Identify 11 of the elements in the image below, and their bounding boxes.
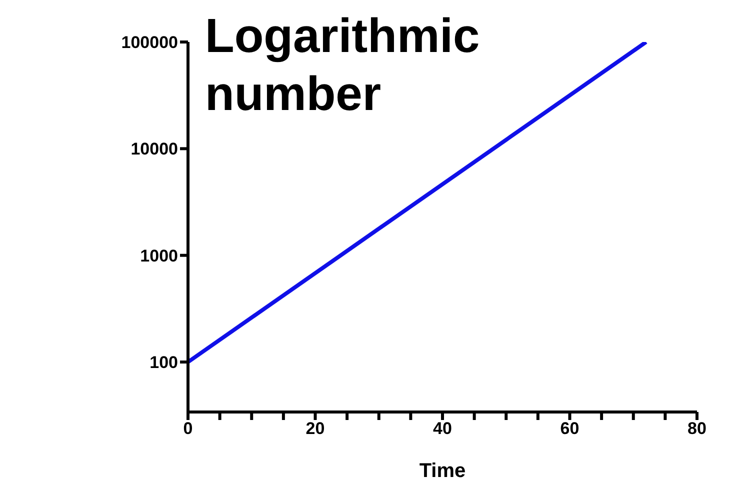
- x-tick-label: 20: [306, 419, 325, 438]
- x-tick-label: 60: [560, 419, 580, 438]
- chart-title: Logarithmic number: [205, 9, 481, 123]
- x-tick-label: 80: [688, 419, 706, 438]
- y-tick-label: 100: [150, 353, 178, 372]
- x-tick-label: 0: [183, 419, 193, 438]
- y-tick-label: 100000: [121, 33, 178, 52]
- x-tick-label: 40: [433, 419, 452, 438]
- y-tick-label: 1000: [140, 246, 178, 266]
- y-tick-label: 10000: [130, 140, 178, 159]
- x-axis-title: Time: [419, 460, 466, 482]
